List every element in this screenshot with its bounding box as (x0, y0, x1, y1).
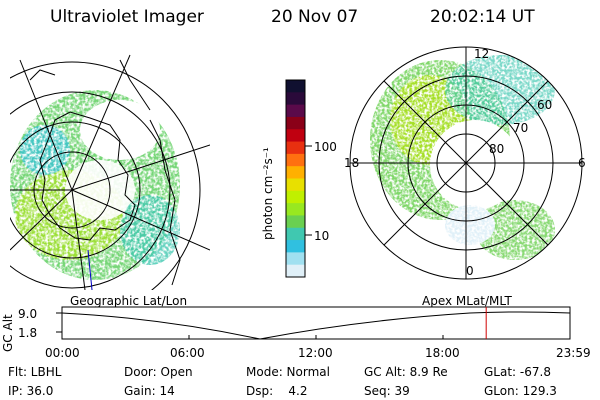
mode-info: Mode: Normal (246, 365, 330, 379)
colorbar-segment (286, 104, 305, 118)
colorbar-segment (286, 190, 305, 204)
time-tick-0600: 06:00 (170, 346, 205, 360)
filter-info: Flt: LBHL (8, 365, 62, 379)
geographic-label: Geographic Lat/Lon (70, 294, 188, 308)
time-label: 20:02:14 UT (430, 7, 535, 27)
y-tick-1-8: 1.8 (18, 326, 38, 340)
door-info: Door: Open (124, 365, 193, 379)
apex-label: Apex MLat/MLT (422, 294, 512, 308)
mlt-label-0: 0 (466, 264, 474, 278)
colorbar-segment (286, 153, 305, 167)
seq-info: Seq: 39 (364, 384, 410, 398)
colorbar-segment (286, 116, 305, 130)
glat-info: GLat: -67.8 (484, 365, 551, 379)
mlt-label-18: 18 (344, 156, 360, 170)
time-tick-1200: 12:00 (298, 346, 333, 360)
time-tick-1800: 18:00 (425, 346, 460, 360)
mlt-label-12: 12 (474, 47, 490, 61)
time-tick-2359: 23:59 (556, 346, 591, 360)
colorbar-segment (286, 141, 305, 155)
glon-info: GLon: 129.3 (484, 384, 557, 398)
colorbar-tick-100: 100 (314, 140, 337, 154)
gc-alt-info: GC Alt: 8.9 Re (364, 365, 448, 379)
instrument-title: Ultraviolet Imager (50, 7, 204, 27)
colorbar-segment (286, 252, 305, 266)
mlt-label-6: 6 (578, 156, 586, 170)
colorbar-segment (286, 227, 305, 241)
geo-aurora-image (10, 50, 210, 290)
colorbar-segment (286, 203, 305, 216)
dsp-info: Dsp: 4.2 (246, 384, 308, 398)
y-tick-9: 9.0 (18, 307, 38, 321)
gain-info: Gain: 14 (124, 384, 175, 398)
colorbar-segment (286, 178, 305, 192)
lat-label-80: 80 (489, 142, 505, 156)
time-tick-0000: 00:00 (45, 346, 80, 360)
colorbar-segment (286, 264, 305, 278)
colorbar-segment (286, 240, 305, 253)
colorbar-segment (286, 92, 305, 106)
date-label: 20 Nov 07 (271, 7, 359, 27)
lat-label-60: 60 (537, 98, 553, 112)
ip-info: IP: 36.0 (8, 384, 54, 398)
colorbar-tick-10: 10 (314, 229, 330, 243)
lat-label-70: 70 (513, 121, 529, 135)
colorbar-segment (286, 215, 305, 229)
colorbar-segment (286, 80, 305, 93)
colorbar-segment (286, 129, 305, 143)
colorbar-segment (286, 166, 305, 179)
